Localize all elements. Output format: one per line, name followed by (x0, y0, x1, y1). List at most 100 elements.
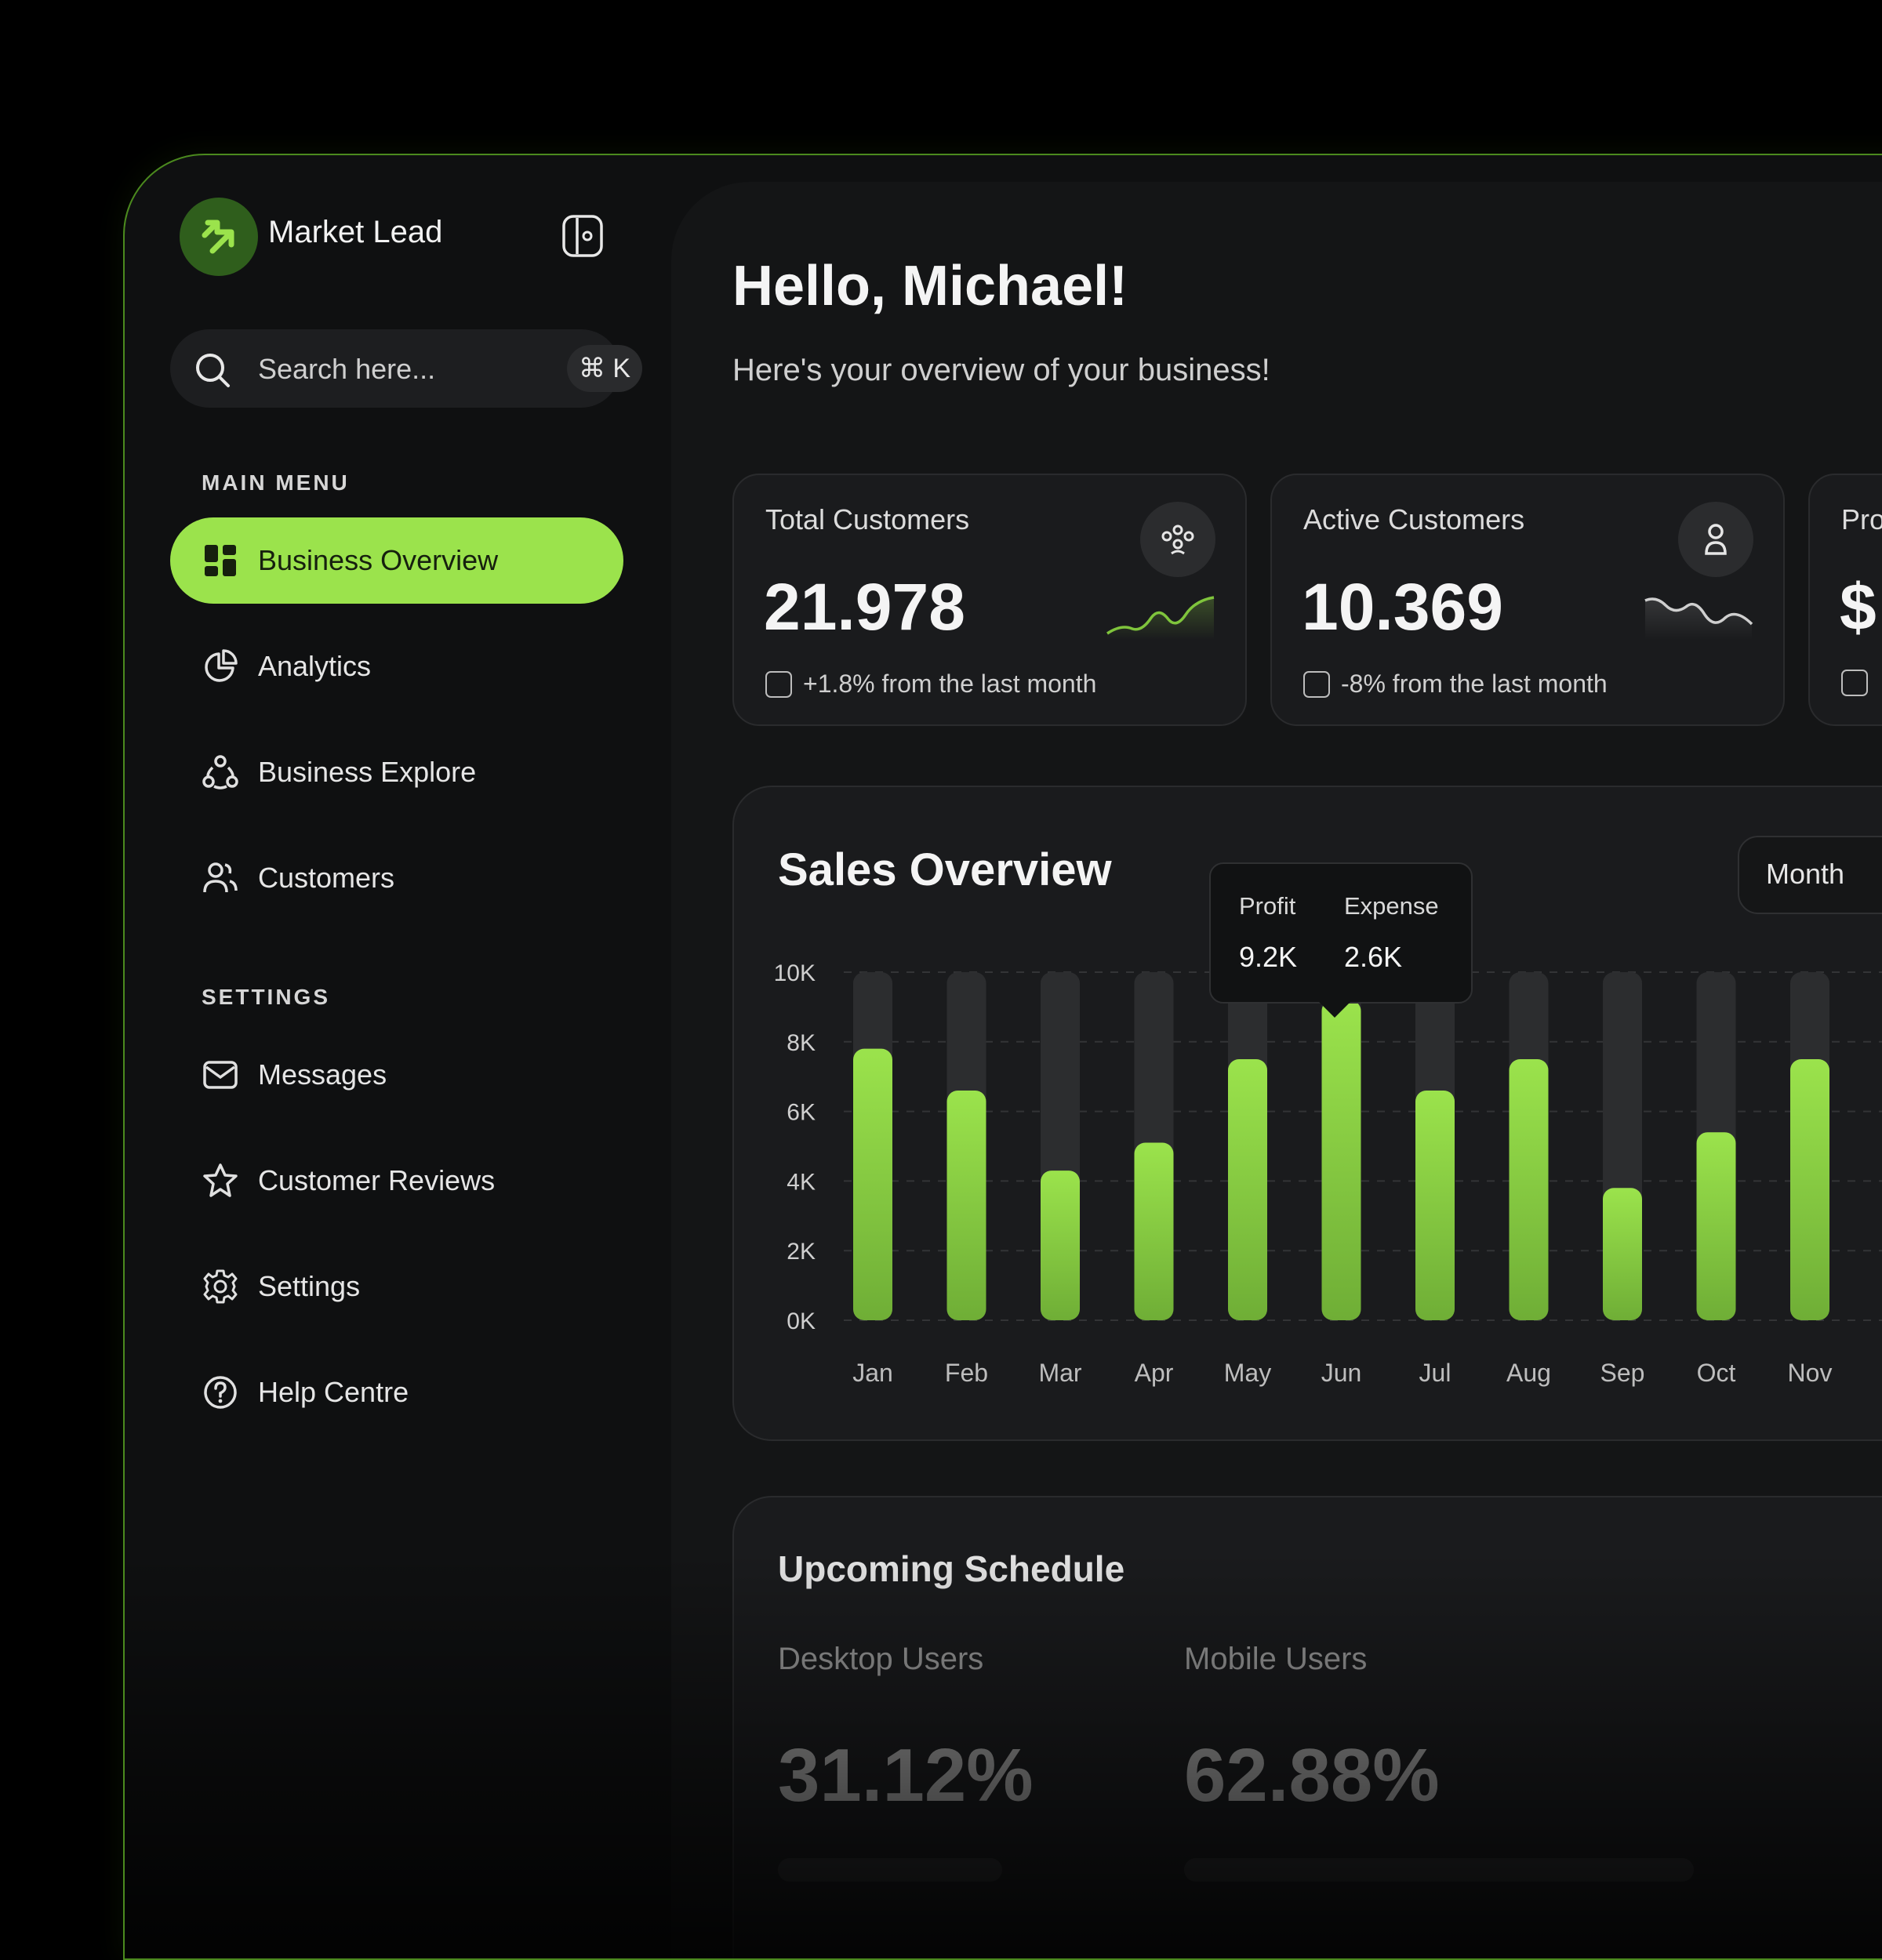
page-title: Hello, Michael! (732, 255, 1128, 318)
sidebar-item-business-explore[interactable]: Business Explore (170, 729, 623, 815)
group-icon (1161, 524, 1194, 555)
x-tick-label: Oct (1697, 1359, 1736, 1387)
bar-nov (1790, 1059, 1829, 1320)
settings-heading: SETTINGS (202, 985, 331, 1009)
bar-apr (1134, 1142, 1174, 1320)
grid-icon (205, 545, 236, 576)
sales-bar-chart: 0K 2K 4K 6K 8K 10K Jan Feb Mar Apr May Jun Jul Aug Sep… (774, 960, 1882, 1387)
x-tick-label: Mar (1038, 1359, 1081, 1387)
mobile-users-value: 62.88% (1184, 1733, 1440, 1817)
sidebar-item-help-centre[interactable]: Help Centre (170, 1349, 623, 1436)
sidebar-item-business-overview[interactable]: Business Overview (170, 517, 623, 604)
bar-jun (1321, 1000, 1361, 1320)
card-icon-button[interactable] (1140, 502, 1215, 577)
sidebar-item-customer-reviews[interactable]: Customer Reviews (170, 1138, 623, 1224)
x-tick-label: Sep (1600, 1359, 1645, 1387)
sidebar-item-label: Customer Reviews (258, 1164, 496, 1196)
sidebar-item-analytics[interactable]: Analytics (170, 623, 623, 710)
tooltip-expense-label: Expense (1344, 892, 1439, 920)
card-value: 10.369 (1302, 570, 1503, 644)
x-tick-label: Nov (1788, 1359, 1833, 1387)
sales-overview-panel: Sales Overview Month 0K 2K 4K 6K 8K 10K Jan Feb… (732, 786, 1882, 1441)
sidebar-item-label: Business Overview (258, 544, 499, 576)
sidebar-item-settings[interactable]: Settings (170, 1243, 623, 1330)
card-change-text: -8% from the last month (1341, 670, 1608, 698)
card-change (1841, 670, 1879, 696)
tooltip-pointer (1319, 1002, 1350, 1018)
search-bar[interactable]: ⌘ K (170, 329, 642, 408)
card-change: -8% from the last month (1303, 670, 1608, 699)
y-tick-label: 0K (787, 1308, 816, 1334)
main-menu-heading: MAIN MENU (202, 470, 350, 495)
page-subtitle: Here's your overview of your business! (732, 353, 1270, 387)
tooltip-profit-value: 9.2K (1239, 941, 1298, 973)
card-icon-button[interactable] (1678, 502, 1753, 577)
sparkline-up (1106, 596, 1215, 640)
stat-card-total-customers[interactable]: Total Customers 21.978 +1.8% from the la… (732, 474, 1247, 726)
gear-icon (203, 1269, 238, 1304)
main-content: Hello, Michael! Here's your overview of … (671, 182, 1882, 1958)
bar-jan (853, 1048, 892, 1320)
help-icon (204, 1376, 237, 1409)
sidebar-item-label: Help Centre (258, 1376, 409, 1408)
x-tick-label: Apr (1135, 1359, 1174, 1387)
x-tick-label: Jan (852, 1359, 893, 1387)
sales-title: Sales Overview (778, 844, 1112, 895)
card-value: 21.978 (764, 570, 965, 644)
shortcut-badge: ⌘ K (567, 345, 642, 392)
bar-may (1228, 1059, 1267, 1320)
sidebar-item-customers[interactable]: Customers (170, 835, 623, 921)
logo (180, 198, 258, 276)
bar-sep (1603, 1188, 1642, 1320)
star-icon (203, 1163, 238, 1197)
desktop-users-bar (778, 1858, 1002, 1882)
card-title: Pro (1841, 503, 1882, 535)
chart-tooltip: Profit Expense 9.2K 2.6K (1209, 862, 1473, 1018)
users-icon (203, 862, 238, 893)
mail-icon (203, 1061, 238, 1089)
mobile-users-label: Mobile Users (1184, 1642, 1368, 1676)
card-value: $ (1840, 570, 1877, 644)
card-title: Active Customers (1303, 503, 1525, 535)
x-tick-label: Jun (1321, 1359, 1362, 1387)
x-tick-label: Jul (1419, 1359, 1451, 1387)
sidebar-toggle-icon (562, 215, 603, 257)
sidebar-item-label: Analytics (258, 650, 372, 682)
trend-down-icon (1303, 670, 1330, 698)
schedule-title: Upcoming Schedule (778, 1548, 1125, 1589)
x-tick-label: Aug (1506, 1359, 1551, 1387)
search-input[interactable] (256, 350, 518, 389)
tooltip-profit-label: Profit (1239, 892, 1296, 920)
card-title: Total Customers (765, 503, 970, 535)
sparkline-down (1644, 597, 1753, 640)
bar-mar (1041, 1171, 1080, 1320)
sidebar: Market Lead ⌘ K MAIN MENU (125, 155, 674, 1958)
desktop-users-label: Desktop Users (778, 1642, 984, 1676)
y-tick-label: 2K (787, 1239, 816, 1265)
period-dropdown[interactable]: Month (1738, 836, 1882, 914)
desktop-users-value: 31.12% (778, 1733, 1034, 1817)
network-icon (202, 755, 238, 789)
stat-card-partial[interactable]: Pro $ (1808, 474, 1882, 726)
x-tick-label: Feb (945, 1359, 988, 1387)
bar-aug (1509, 1059, 1549, 1320)
card-change-text: +1.8% from the last month (803, 670, 1097, 698)
search-icon (196, 354, 230, 387)
sidebar-item-label: Settings (258, 1270, 361, 1302)
sidebar-item-messages[interactable]: Messages (170, 1032, 623, 1118)
trend-icon (1841, 670, 1868, 696)
trend-up-icon (765, 670, 792, 698)
sidebar-item-label: Customers (258, 862, 395, 894)
upcoming-schedule-panel: Upcoming Schedule Desktop Users Mobile U… (732, 1496, 1882, 1958)
stat-card-active-customers[interactable]: Active Customers 10.369 -8% from the las… (1270, 474, 1785, 726)
bar-jul (1415, 1090, 1455, 1320)
y-tick-label: 4K (787, 1169, 816, 1195)
bar-oct (1696, 1132, 1736, 1320)
y-tick-label: 10K (774, 960, 816, 986)
brand-name: Market Lead (268, 215, 443, 249)
sidebar-toggle-button[interactable] (561, 214, 604, 258)
tooltip-expense-value: 2.6K (1344, 941, 1403, 973)
sidebar-item-label: Business Explore (258, 756, 477, 788)
arrow-up-right-icon (202, 220, 234, 254)
app-window: Market Lead ⌘ K MAIN MENU (123, 154, 1882, 1960)
